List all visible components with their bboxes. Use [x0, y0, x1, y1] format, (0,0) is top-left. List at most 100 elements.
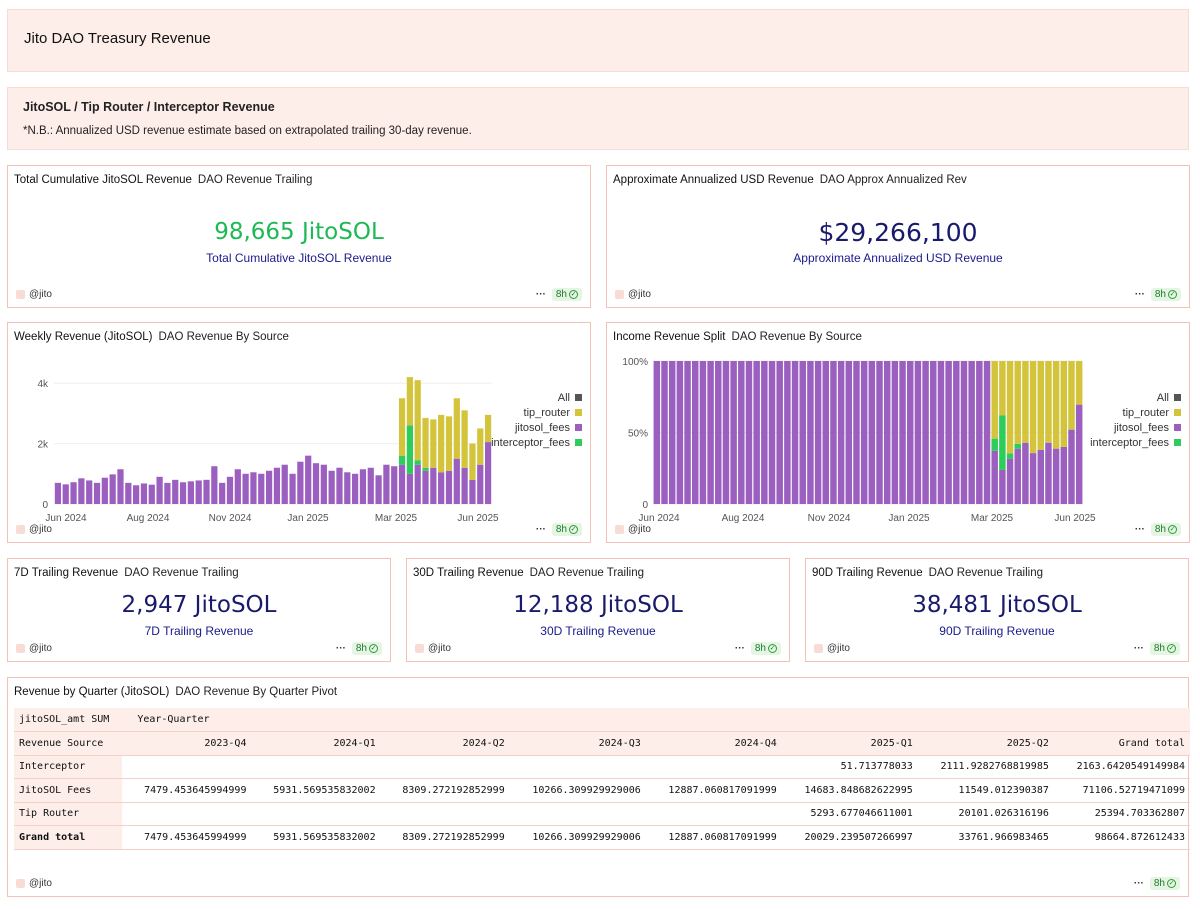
bar-interceptor[interactable] [991, 438, 998, 451]
card-title-main[interactable]: 7D Trailing Revenue [14, 567, 119, 579]
bar-jitosol[interactable] [406, 473, 413, 504]
card-title-main[interactable]: 30D Trailing Revenue [413, 567, 524, 579]
bar-jitosol[interactable] [1006, 458, 1014, 504]
bar-tip[interactable] [991, 361, 998, 439]
bar-tip[interactable] [1006, 361, 1014, 454]
owner[interactable]: @jito [615, 289, 651, 300]
bar-jitosol[interactable] [430, 467, 437, 504]
bar-jitosol[interactable] [914, 361, 922, 504]
bar-tip[interactable] [1060, 361, 1068, 447]
bar-jitosol[interactable] [148, 484, 155, 504]
pivot-column-header[interactable]: 2023-Q4 [122, 731, 252, 756]
more-menu-icon[interactable]: ··· [1134, 524, 1145, 535]
bar-jitosol[interactable] [991, 450, 998, 504]
legend-item-all[interactable]: All [1090, 390, 1181, 405]
card-title-main[interactable]: Weekly Revenue (JitoSOL) [14, 331, 153, 343]
owner[interactable]: @jito [16, 289, 52, 300]
bar-jitosol[interactable] [1029, 453, 1037, 504]
bar-jitosol[interactable] [1068, 429, 1075, 504]
refresh-status-badge[interactable]: 8h ✓ [551, 523, 582, 536]
pivot-column-header[interactable]: 2024-Q4 [645, 731, 782, 756]
bar-jitosol[interactable] [868, 361, 876, 504]
bar-jitosol[interactable] [814, 361, 822, 504]
bar-jitosol[interactable] [1037, 449, 1045, 504]
legend-item-jitosol-fees[interactable]: jitosol_fees [1090, 420, 1181, 435]
bar-interceptor[interactable] [1006, 453, 1014, 459]
bar-jitosol[interactable] [1075, 404, 1083, 504]
bar-jitosol[interactable] [211, 466, 218, 504]
bar-jitosol[interactable] [70, 482, 77, 504]
bar-jitosol[interactable] [837, 361, 845, 504]
bar-jitosol[interactable] [776, 361, 783, 504]
bar-jitosol[interactable] [297, 461, 304, 504]
bar-jitosol[interactable] [684, 361, 691, 504]
card-title-main[interactable]: Income Revenue Split [613, 331, 726, 343]
bar-tip[interactable] [1022, 361, 1029, 443]
bar-jitosol[interactable] [477, 464, 484, 504]
bar-tip[interactable] [398, 398, 406, 456]
refresh-status-badge[interactable]: 8h ✓ [1150, 523, 1181, 536]
bar-jitosol[interactable] [976, 361, 983, 504]
card-title-main[interactable]: Approximate Annualized USD Revenue [613, 174, 814, 186]
bar-jitosol[interactable] [172, 479, 179, 504]
bar-jitosol[interactable] [140, 483, 148, 504]
bar-jitosol[interactable] [195, 480, 202, 504]
bar-tip[interactable] [1037, 361, 1045, 450]
legend-item-tip-router[interactable]: tip_router [491, 405, 582, 420]
bar-jitosol[interactable] [691, 361, 699, 504]
bar-jitosol[interactable] [730, 361, 737, 504]
bar-tip[interactable] [445, 416, 453, 471]
bar-interceptor[interactable] [422, 467, 429, 471]
bar-jitosol[interactable] [784, 361, 791, 504]
refresh-status-badge[interactable]: 8h ✓ [750, 642, 781, 655]
bar-jitosol[interactable] [1060, 446, 1068, 504]
bar-jitosol[interactable] [983, 361, 991, 504]
legend-item-interceptor-fees[interactable]: interceptor_fees [1090, 435, 1181, 450]
bar-tip[interactable] [484, 414, 492, 443]
bar-jitosol[interactable] [1014, 448, 1021, 504]
bar-jitosol[interactable] [906, 361, 914, 504]
more-menu-icon[interactable]: ··· [734, 643, 745, 654]
bar-jitosol[interactable] [883, 361, 891, 504]
pivot-column-header[interactable]: 2024-Q2 [380, 731, 510, 756]
bar-jitosol[interactable] [1022, 442, 1029, 504]
owner[interactable]: @jito [16, 524, 52, 535]
bar-tip[interactable] [1014, 361, 1021, 444]
refresh-status-badge[interactable]: 8h ✓ [551, 288, 582, 301]
pivot-column-header[interactable]: 2024-Q1 [251, 731, 381, 756]
bar-jitosol[interactable] [791, 361, 799, 504]
bar-jitosol[interactable] [93, 482, 101, 504]
bar-jitosol[interactable] [922, 361, 929, 504]
bar-jitosol[interactable] [226, 476, 234, 504]
bar-jitosol[interactable] [707, 361, 714, 504]
bar-tip[interactable] [422, 417, 429, 468]
pivot-column-header[interactable]: 2025-Q1 [781, 731, 918, 756]
bar-jitosol[interactable] [273, 467, 281, 504]
bar-jitosol[interactable] [320, 464, 327, 504]
bar-interceptor[interactable] [398, 455, 406, 465]
bar-jitosol[interactable] [930, 361, 937, 504]
bar-jitosol[interactable] [78, 478, 85, 504]
bar-tip[interactable] [406, 377, 413, 426]
bar-jitosol[interactable] [845, 361, 853, 504]
bar-jitosol[interactable] [822, 361, 830, 504]
bar-jitosol[interactable] [469, 479, 476, 504]
owner[interactable]: @jito [415, 643, 451, 654]
bar-jitosol[interactable] [156, 476, 163, 504]
bar-jitosol[interactable] [344, 472, 351, 504]
bar-jitosol[interactable] [250, 472, 257, 504]
card-title-main[interactable]: Revenue by Quarter (JitoSOL) [14, 686, 170, 698]
more-menu-icon[interactable]: ··· [1133, 878, 1144, 889]
bar-tip[interactable] [461, 410, 468, 468]
bar-jitosol[interactable] [676, 361, 684, 504]
bar-jitosol[interactable] [738, 361, 745, 504]
bar-jitosol[interactable] [234, 469, 241, 504]
bar-jitosol[interactable] [242, 473, 249, 504]
bar-jitosol[interactable] [289, 473, 296, 504]
bar-jitosol[interactable] [461, 467, 468, 504]
owner[interactable]: @jito [814, 643, 850, 654]
card-title-main[interactable]: 90D Trailing Revenue [812, 567, 923, 579]
bar-tip[interactable] [999, 361, 1006, 416]
card-title-main[interactable]: Total Cumulative JitoSOL Revenue [14, 174, 192, 186]
owner[interactable]: @jito [16, 878, 52, 889]
